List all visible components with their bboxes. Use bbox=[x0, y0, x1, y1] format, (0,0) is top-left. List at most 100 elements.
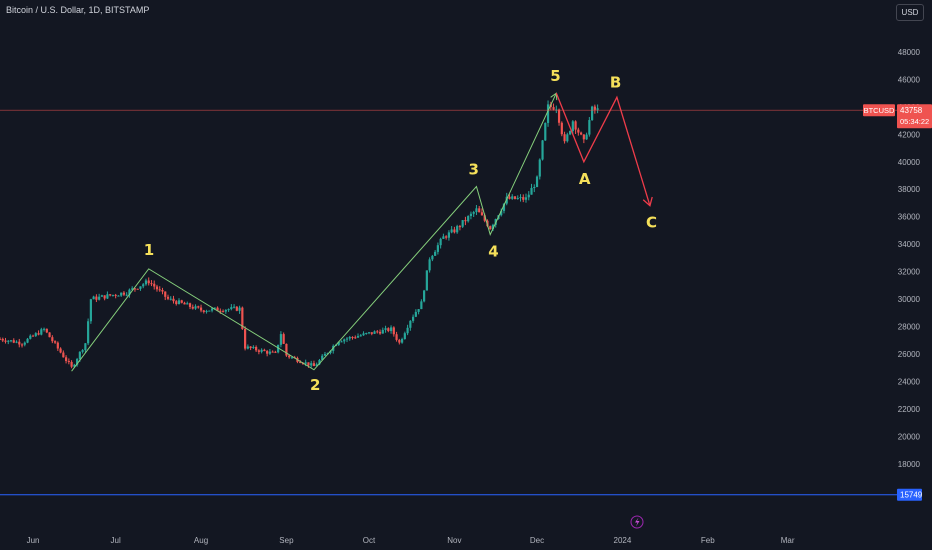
candle-body bbox=[64, 357, 68, 361]
candle-body bbox=[279, 334, 283, 345]
wave-label-5: 5 bbox=[550, 67, 560, 85]
time-tick-label: Aug bbox=[194, 536, 208, 545]
candle-body bbox=[392, 327, 395, 335]
candle-body bbox=[199, 307, 203, 311]
candle-body bbox=[51, 337, 54, 342]
candle-body bbox=[4, 340, 7, 342]
candle-body bbox=[560, 122, 563, 135]
wave-labels-layer: 1 2 3 4 5 A B C bbox=[144, 67, 657, 394]
candle-body bbox=[502, 203, 506, 211]
candle-body bbox=[81, 350, 84, 352]
candle-body bbox=[423, 290, 426, 302]
candle-body bbox=[489, 226, 492, 230]
candle-body bbox=[472, 212, 475, 214]
candle-body bbox=[133, 288, 137, 290]
time-tick-label: Oct bbox=[363, 536, 376, 545]
last-price-badge bbox=[897, 104, 932, 129]
time-axis[interactable]: Jun Jul Aug Sep Oct Nov Dec 2024 Feb Mar bbox=[27, 515, 795, 545]
price-tick-label: 46000 bbox=[898, 75, 921, 84]
candle-body bbox=[516, 198, 519, 200]
candle-body bbox=[469, 213, 473, 217]
candle-body bbox=[1, 338, 4, 341]
candle-body bbox=[48, 332, 51, 338]
candle-body bbox=[373, 331, 376, 334]
candle-body bbox=[266, 351, 269, 354]
candle-body bbox=[456, 226, 459, 233]
candle-body bbox=[131, 288, 134, 290]
candle-body bbox=[263, 349, 266, 352]
candle-body bbox=[458, 226, 462, 228]
candle-body bbox=[271, 351, 274, 353]
candle-body bbox=[524, 197, 528, 200]
candle-body bbox=[522, 197, 525, 200]
candle-body bbox=[95, 296, 98, 300]
candle-body bbox=[255, 346, 258, 351]
candle-body bbox=[246, 346, 249, 349]
candle-body bbox=[172, 298, 175, 302]
price-tick-label: 32000 bbox=[898, 268, 921, 277]
impulse-wave-line bbox=[71, 92, 557, 372]
countdown-label: 05:34:22 bbox=[900, 117, 929, 126]
candle-body bbox=[538, 159, 541, 177]
candle-body bbox=[566, 134, 569, 142]
candle-body bbox=[511, 196, 514, 199]
candle-body bbox=[533, 186, 536, 188]
lightning-icon bbox=[630, 515, 644, 529]
candle-body bbox=[288, 355, 291, 358]
lightning-icon-ring bbox=[630, 515, 644, 529]
candle-body bbox=[337, 341, 340, 345]
wave-lines-layer bbox=[71, 92, 653, 372]
candle-body bbox=[461, 220, 464, 227]
time-tick-label: Mar bbox=[781, 536, 795, 545]
price-tick-label: 38000 bbox=[898, 185, 921, 194]
candle-body bbox=[365, 332, 368, 334]
wave-label-c: C bbox=[646, 214, 657, 232]
candle-body bbox=[109, 294, 112, 296]
symbol-badge-label: BTCUSD bbox=[864, 106, 895, 115]
candle-body bbox=[356, 336, 360, 338]
candle-body bbox=[147, 280, 150, 284]
candle-body bbox=[73, 364, 76, 367]
candle-body bbox=[376, 331, 379, 333]
candle-body bbox=[420, 301, 423, 310]
candle-body bbox=[125, 294, 128, 296]
price-tick-label: 30000 bbox=[898, 295, 921, 304]
candle-body bbox=[395, 334, 398, 340]
candle-body bbox=[227, 309, 230, 311]
candle-body bbox=[530, 187, 533, 195]
candle-body bbox=[282, 334, 285, 344]
candle-body bbox=[318, 359, 321, 365]
candle-body bbox=[467, 216, 470, 222]
candle-body bbox=[544, 122, 547, 141]
candle-body bbox=[323, 353, 327, 356]
candle-body bbox=[53, 341, 57, 343]
candle-body bbox=[67, 360, 70, 362]
candle-body bbox=[23, 342, 26, 345]
time-tick-label: Jun bbox=[27, 536, 40, 545]
time-tick-label: Feb bbox=[701, 536, 715, 545]
candle-body bbox=[577, 129, 580, 133]
candle-body bbox=[541, 140, 544, 160]
wave-label-b: B bbox=[610, 73, 621, 91]
candle-body bbox=[98, 296, 101, 300]
candle-body bbox=[480, 212, 484, 216]
candle-body bbox=[439, 238, 442, 246]
candle-body bbox=[78, 351, 81, 360]
candle-body bbox=[12, 340, 15, 343]
time-tick-label: 2024 bbox=[614, 536, 632, 545]
price-tick-label: 20000 bbox=[898, 432, 921, 441]
candle-body bbox=[111, 294, 115, 296]
candle-body bbox=[59, 348, 62, 353]
time-tick-label: Sep bbox=[279, 536, 294, 545]
currency-button[interactable]: USD bbox=[896, 4, 924, 21]
price-tick-label: 22000 bbox=[898, 405, 921, 414]
candle-body bbox=[9, 340, 13, 342]
candle-body bbox=[475, 208, 478, 213]
candle-body bbox=[406, 327, 409, 334]
candle-body bbox=[464, 220, 467, 222]
price-tick-label: 40000 bbox=[898, 158, 921, 167]
candle-body bbox=[326, 352, 329, 354]
candle-body bbox=[574, 121, 577, 130]
price-tick-label: 42000 bbox=[898, 130, 921, 139]
